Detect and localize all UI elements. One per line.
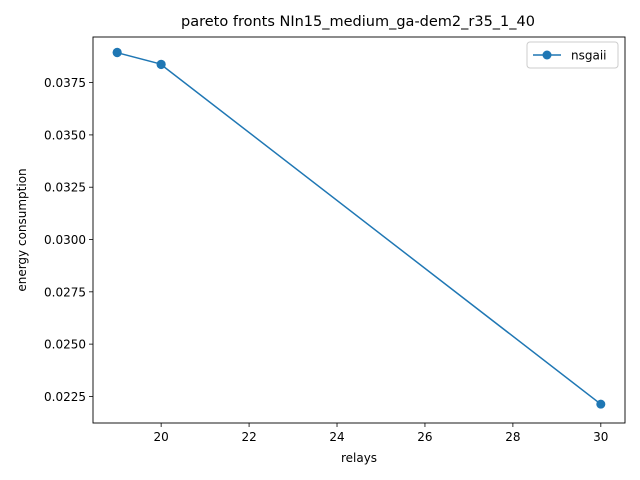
y-axis-label: energy consumption [15,168,29,291]
data-point [112,48,122,58]
data-point [596,399,606,409]
x-tick-label: 22 [241,430,256,444]
chart-title: pareto fronts NIn15_medium_ga-dem2_r35_1… [181,14,535,30]
legend-label: nsgaii [571,49,607,63]
y-tick-label: 0.0300 [44,233,86,247]
y-tick-label: 0.0250 [44,338,86,352]
y-axis-ticks: 0.0225 0.0250 0.0275 0.0300 0.0325 0.0350 0.03… [44,76,93,404]
x-tick-label: 28 [505,430,520,444]
y-tick-label: 0.0350 [44,128,86,142]
data-point [156,60,166,70]
legend-box [526,41,619,69]
x-tick-label: 24 [329,430,344,444]
y-tick-label: 0.0375 [44,76,86,90]
plot-area [112,47,606,409]
axes-frame [92,36,626,424]
y-tick-label: 0.0275 [44,285,86,299]
x-tick-label: 30 [593,430,608,444]
y-tick-label: 0.0325 [44,181,86,195]
x-tick-label: 26 [417,430,432,444]
legend-marker-swatch [542,50,552,60]
y-tick-label: 0.0225 [44,390,86,404]
x-axis-ticks: 20 22 24 26 28 30 [154,423,608,444]
x-axis-label: relays [341,451,377,465]
legend: nsgaii [526,41,619,69]
x-tick-label: 20 [154,430,169,444]
